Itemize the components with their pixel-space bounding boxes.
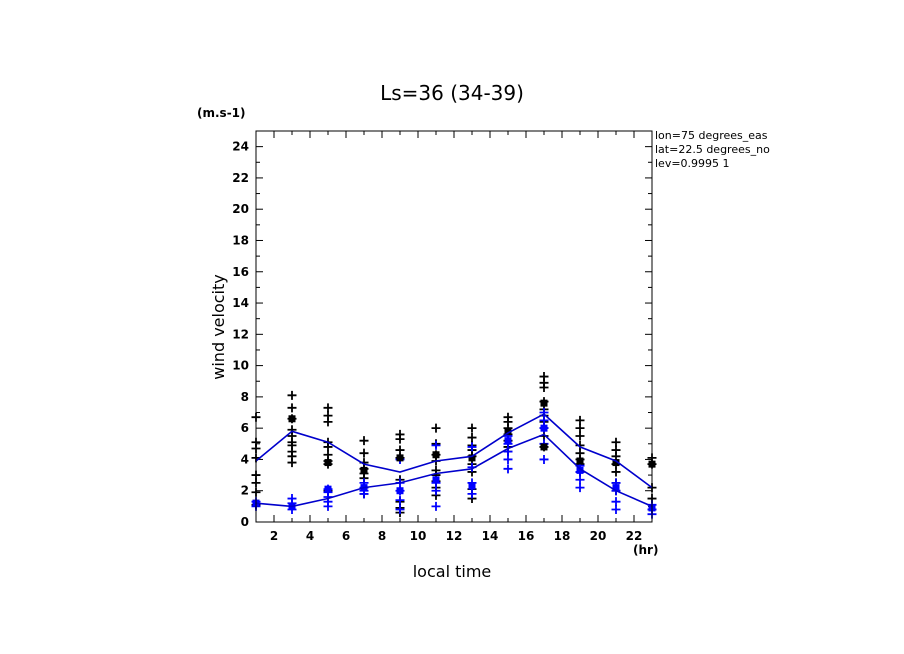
- black-plus-point: [575, 423, 585, 433]
- y-tick-label: 20: [232, 202, 249, 216]
- plot-frame: [255, 130, 653, 523]
- blue-plus-point: [395, 495, 405, 505]
- y-tick-label: 6: [241, 421, 249, 435]
- black-plus-point: [467, 433, 477, 443]
- black-plus-point: [323, 403, 333, 413]
- black-square-point: [396, 454, 404, 462]
- blue-plus-point: [575, 475, 585, 485]
- blue-plus-point: [431, 440, 441, 450]
- blue-plus-point: [431, 486, 441, 496]
- blue-plus-point: [575, 483, 585, 493]
- black-square-point: [540, 399, 548, 407]
- black-square-point: [324, 459, 332, 467]
- black-plus-point: [287, 403, 297, 413]
- black-plus-point: [395, 434, 405, 444]
- y-tick-label: 12: [232, 327, 249, 341]
- x-tick-label: 22: [626, 529, 643, 543]
- blue-square-point: [396, 487, 404, 495]
- x-tick-label: 2: [270, 529, 278, 543]
- blue-square-point: [540, 424, 548, 432]
- annotation-lev: lev=0.9995 1: [655, 157, 730, 170]
- x-tick-label: 18: [554, 529, 571, 543]
- black-square-point: [576, 457, 584, 465]
- y-tick-label: 0: [241, 515, 249, 529]
- black-plus-point: [431, 423, 441, 433]
- black-square-point: [612, 459, 620, 467]
- blue-plus-point: [503, 454, 513, 464]
- black-plus-point: [287, 458, 297, 468]
- blue-plus-point: [611, 504, 621, 514]
- x-tick-label: 20: [590, 529, 607, 543]
- black-plus-point: [323, 442, 333, 452]
- blue-plus-point: [467, 442, 477, 452]
- x-tick-label: 6: [342, 529, 350, 543]
- annotation-lat: lat=22.5 degrees_no: [655, 143, 770, 156]
- black-plus-point: [539, 382, 549, 392]
- x-axis-label: local time: [413, 562, 492, 581]
- y-tick-label: 4: [241, 452, 249, 466]
- blue-square-point: [576, 466, 584, 474]
- x-tick-label: 8: [378, 529, 386, 543]
- y-axis-label: wind velocity: [209, 274, 228, 379]
- black-square-point: [540, 443, 548, 451]
- mean-line-5: [255, 433, 653, 508]
- annotation-lon: lon=75 degrees_eas: [655, 129, 768, 142]
- y-tick-label: 16: [232, 265, 249, 279]
- chart-title: Ls=36 (34-39): [380, 81, 524, 105]
- blue-square-point: [468, 482, 476, 490]
- black-plus-point: [287, 390, 297, 400]
- y-tick-label: 8: [241, 390, 249, 404]
- black-plus-point: [395, 445, 405, 455]
- x-tick-label: 16: [518, 529, 535, 543]
- blue-plus-point: [503, 464, 513, 474]
- blue-plus-point: [323, 501, 333, 511]
- mean-line-4: [255, 413, 653, 489]
- black-plus-point: [611, 467, 621, 477]
- x-tick-label: 12: [446, 529, 463, 543]
- blue-plus-point: [539, 454, 549, 464]
- black-plus-point: [575, 415, 585, 425]
- y-tick-label: 24: [232, 140, 249, 154]
- y-tick-label: 22: [232, 171, 249, 185]
- blue-square-point: [324, 485, 332, 493]
- black-square-point: [468, 454, 476, 462]
- blue-plus-point: [395, 504, 405, 514]
- blue-plus-point: [611, 497, 621, 507]
- black-plus-point: [359, 436, 369, 446]
- y-tick-label: 18: [232, 233, 249, 247]
- x-tick-label: 4: [306, 529, 314, 543]
- x-tick-label: 14: [482, 529, 499, 543]
- black-square-point: [288, 415, 296, 423]
- black-square-point: [432, 451, 440, 459]
- blue-plus-point: [539, 415, 549, 425]
- blue-square-point: [504, 437, 512, 445]
- blue-plus-point: [539, 408, 549, 418]
- y-tick-label: 14: [232, 296, 249, 310]
- black-plus-point: [467, 423, 477, 433]
- blue-square-point: [432, 476, 440, 484]
- black-plus-point: [575, 431, 585, 441]
- y-unit-label: (m.s-1): [197, 106, 246, 120]
- x-unit-label: (hr): [633, 543, 658, 557]
- black-plus-point: [323, 417, 333, 427]
- blue-plus-point: [467, 489, 477, 499]
- y-tick-label: 2: [241, 484, 249, 498]
- black-square-point: [504, 427, 512, 435]
- black-square-point: [360, 466, 368, 474]
- black-plus-point: [611, 437, 621, 447]
- y-tick-label: 10: [232, 359, 249, 373]
- blue-square-point: [612, 484, 620, 492]
- x-tick-label: 10: [410, 529, 427, 543]
- blue-plus-point: [431, 501, 441, 511]
- black-plus-point: [575, 440, 585, 450]
- black-plus-point: [359, 448, 369, 458]
